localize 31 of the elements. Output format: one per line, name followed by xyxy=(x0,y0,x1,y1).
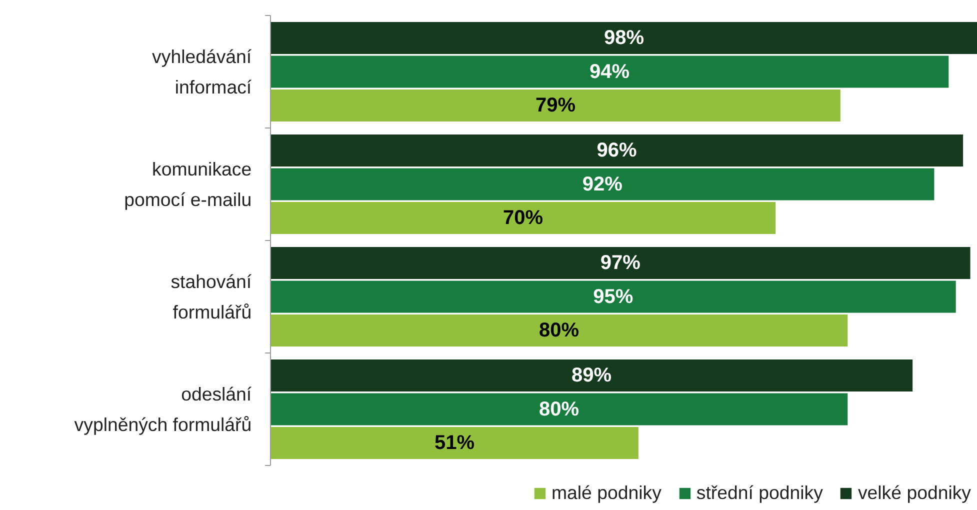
bar xyxy=(270,359,913,392)
data-label: 98% xyxy=(604,27,644,49)
data-label: 96% xyxy=(596,140,638,162)
data-label: 80% xyxy=(539,320,580,342)
data-label: 94% xyxy=(590,60,630,83)
data-label: 95% xyxy=(593,286,634,308)
bar xyxy=(270,314,848,347)
bar xyxy=(270,202,776,234)
bar xyxy=(270,246,970,280)
bar xyxy=(270,168,934,200)
data-label: 70% xyxy=(502,207,544,229)
data-label: 51% xyxy=(434,432,475,454)
y-tick-label: komunikace pomocí e-mailu xyxy=(124,158,252,210)
bar xyxy=(270,22,977,54)
bar xyxy=(270,89,840,122)
bar xyxy=(270,393,848,426)
data-label: 80% xyxy=(539,398,580,420)
legend-label: velké podniky xyxy=(858,482,971,504)
y-tick-label: odeslání vyplněných formulářů xyxy=(74,384,252,435)
legend-label: střední podniky xyxy=(696,482,823,504)
bar xyxy=(270,280,956,313)
y-tick-label: vyhledávání informací xyxy=(152,46,252,98)
data-label: 79% xyxy=(535,94,576,116)
data-label: 89% xyxy=(572,364,612,386)
bar xyxy=(270,56,949,88)
data-label: 97% xyxy=(600,252,641,274)
bar xyxy=(270,134,964,167)
data-label: 92% xyxy=(582,173,623,196)
legend-label: malé podniky xyxy=(551,482,662,504)
bar xyxy=(270,426,638,460)
y-tick-label: stahování formulářů xyxy=(170,271,252,322)
